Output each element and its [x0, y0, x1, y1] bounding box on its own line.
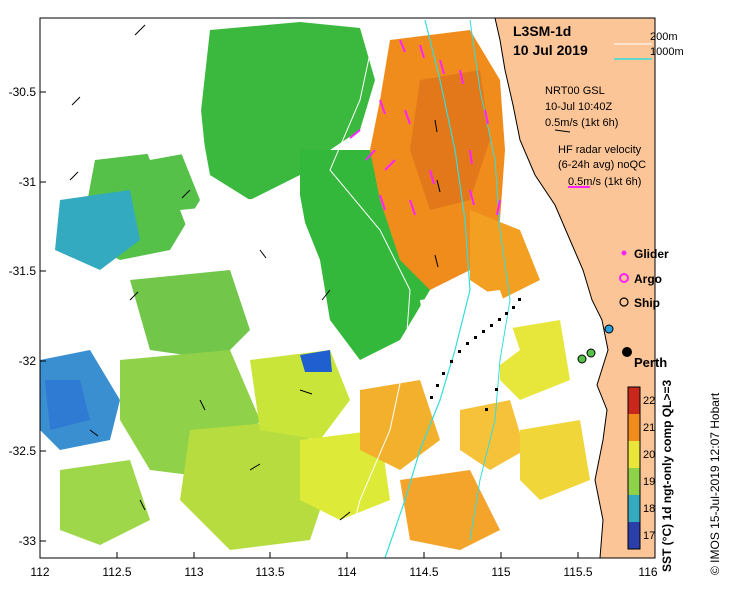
- ship-swatch: [619, 297, 629, 307]
- argo-label: Argo: [634, 272, 662, 286]
- ship-label: Ship: [634, 296, 660, 310]
- y-tick-33: -33: [19, 534, 37, 548]
- y-tick-31-5: -31.5: [9, 264, 37, 278]
- buoy-marker: [604, 324, 614, 334]
- credit-label: © IMOS 15-Jul-2019 12:07 Hobart: [708, 392, 722, 575]
- colorbar-label: SST (°C) 1d ngt-only comp QL>=3: [660, 380, 674, 572]
- glider-swatch: [621, 250, 627, 256]
- ship-track: [430, 298, 521, 411]
- gsl-title: NRT00 GSL: [545, 85, 605, 97]
- contour-1000-label: 1000m: [650, 46, 684, 58]
- cbar-tick-19: 19: [643, 476, 655, 488]
- argo-marker-1: [577, 354, 587, 364]
- land-mass: [494, 18, 655, 558]
- argo-swatch: [619, 273, 629, 283]
- argo-marker-2: [586, 348, 596, 358]
- y-tick-31: -31: [19, 175, 37, 189]
- ship-marker: [622, 347, 632, 357]
- y-tick-32-5: -32.5: [9, 444, 37, 458]
- x-tick-114-5: 114.5: [409, 565, 438, 579]
- perth-label: Perth: [634, 355, 667, 370]
- date-label: 10 Jul 2019: [513, 42, 588, 58]
- glider-label: Glider: [634, 247, 669, 261]
- tick-marks: [40, 91, 579, 558]
- x-tick-115: 115: [491, 565, 510, 579]
- x-tick-112: 112: [30, 565, 49, 579]
- x-tick-116: 116: [638, 565, 657, 579]
- x-tick-114: 114: [337, 565, 356, 579]
- x-axis: 112 112.5 113 113.5 114 114.5 115 115.5 …: [30, 565, 657, 579]
- colorbar-ticks: 22 21 20 19 18 17: [643, 395, 655, 542]
- y-tick-32: -32: [19, 354, 37, 368]
- x-tick-112-5: 112.5: [102, 565, 131, 579]
- cbar-tick-22: 22: [643, 395, 655, 407]
- y-tick-30-5: -30.5: [9, 85, 37, 99]
- contour-200-label: 200m: [650, 31, 678, 43]
- x-tick-113-5: 113.5: [255, 565, 284, 579]
- hf-radar-arrows: [349, 39, 501, 216]
- radar-scale: 0.5m/s (1kt 6h): [568, 176, 641, 188]
- contour-1000m: [384, 19, 471, 558]
- gsl-arrows: [69, 24, 571, 521]
- x-tick-115-5: 115.5: [563, 565, 592, 579]
- sst-field: [40, 22, 590, 550]
- product-label: L3SM-1d: [513, 23, 571, 39]
- radar-sub: (6-24h avg) noQC: [558, 159, 646, 171]
- contour-200m: [329, 29, 411, 558]
- x-tick-113: 113: [184, 565, 203, 579]
- y-axis: -30.5 -31 -31.5 -32 -32.5 -33: [9, 85, 37, 548]
- cbar-tick-17: 17: [643, 530, 655, 542]
- cbar-tick-18: 18: [643, 503, 655, 515]
- gsl-time: 10-Jul 10:40Z: [545, 101, 613, 113]
- colorbar: [627, 386, 641, 550]
- gsl-scale: 0.5m/s (1kt 6h): [545, 117, 618, 129]
- radar-title: HF radar velocity: [558, 144, 642, 156]
- cbar-tick-20: 20: [643, 449, 655, 461]
- cbar-tick-21: 21: [643, 422, 655, 434]
